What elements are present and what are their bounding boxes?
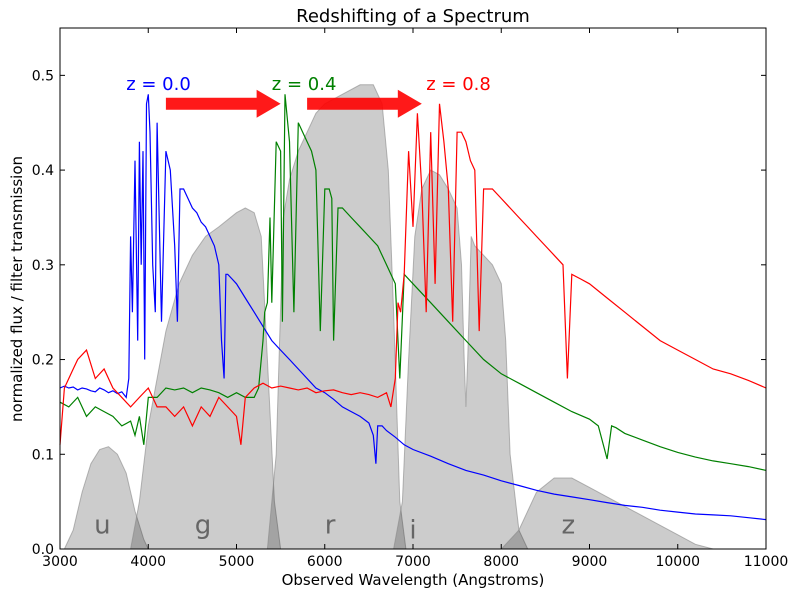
x-tick-label: 4000	[130, 554, 166, 570]
x-tick-label: 3000	[42, 554, 78, 570]
redshift-label-2: z = 0.8	[426, 74, 491, 95]
y-tick-label: 0.2	[32, 353, 54, 369]
spectrum-series-1	[59, 94, 767, 471]
filter-g-curve	[129, 207, 282, 550]
spectrum-lines	[59, 94, 767, 521]
x-tick-label: 10000	[655, 554, 700, 570]
redshift-labels: z = 0.0 z = 0.4 z = 0.8	[126, 74, 491, 95]
x-tick-label: 8000	[483, 554, 519, 570]
redshift-arrows	[165, 89, 422, 118]
filter-g-label: g	[195, 511, 212, 541]
y-tick-label: 0.0	[32, 542, 54, 558]
x-tick-label: 7000	[395, 554, 431, 570]
filter-r-label: r	[325, 511, 336, 541]
y-axis-label: normalized flux / filter transmission	[8, 156, 26, 422]
y-tick-label: 0.5	[32, 68, 54, 84]
filter-i-label: i	[409, 515, 416, 545]
axis-ticks: 3000 4000 5000 6000 7000 8000 9000 10000 11000 0.…	[32, 28, 789, 570]
y-tick-label: 0.3	[32, 258, 54, 274]
y-tick-label: 0.4	[32, 163, 54, 179]
y-tick-label: 0.1	[32, 447, 54, 463]
spectrum-series-0	[59, 94, 767, 521]
filter-z-curve	[500, 477, 714, 550]
filter-u-curve	[63, 446, 150, 550]
chart-title: Redshifting of a Spectrum	[296, 6, 530, 27]
redshift-label-0: z = 0.0	[126, 74, 191, 95]
filter-u-label: u	[94, 511, 110, 541]
x-tick-label: 9000	[572, 554, 608, 570]
x-tick-label: 5000	[219, 554, 255, 570]
filter-z-label: z	[561, 511, 575, 541]
redshift-arrow-0	[165, 89, 281, 118]
x-axis-label: Observed Wavelength (Angstroms)	[282, 571, 545, 589]
x-tick-label: 11000	[744, 554, 789, 570]
spectrum-series-2	[59, 103, 767, 445]
redshift-label-1: z = 0.4	[272, 74, 337, 95]
x-tick-label: 6000	[307, 554, 343, 570]
redshift-arrow-1	[307, 89, 422, 118]
